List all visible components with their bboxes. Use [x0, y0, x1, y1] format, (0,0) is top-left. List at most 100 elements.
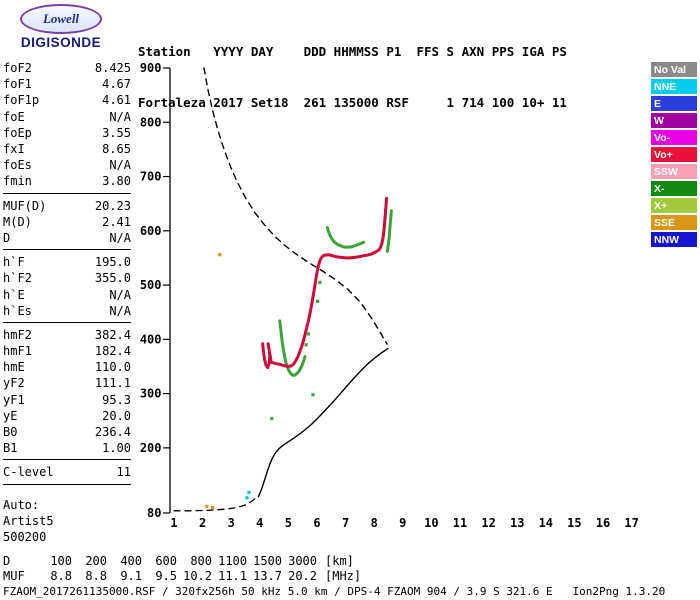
param-value: 4.61 [102, 93, 131, 108]
param-row-hmf2: hmF2 382.4 [3, 327, 131, 343]
o-mode-trace [261, 196, 388, 370]
param-value: 1.00 [102, 441, 131, 456]
dmuf-value: 600 [155, 553, 177, 568]
sse-specks [218, 253, 222, 257]
param-value: 3.55 [102, 125, 131, 140]
param-row-c-level: C-level 11 [3, 464, 131, 480]
param-value: 3.80 [102, 174, 131, 189]
param-row-b0: B0 236.4 [3, 424, 131, 440]
param-row-h-e: h`E N/A [3, 286, 131, 302]
param-label: M(D) [3, 214, 32, 229]
info-line-artist5: Artist5 [3, 513, 54, 528]
x-mode-specks [315, 299, 320, 303]
param-row-fmin: fmin 3.80 [3, 173, 131, 189]
param-value: 111.1 [94, 376, 131, 391]
dmuf-row-muf: MUF 8.8 8.8 9.1 9.5 10.2 11.1 13.7 20.2 [MHz] [3, 568, 361, 583]
dmuf-value: 8.8 [50, 568, 72, 583]
y-axis-label: 900 [140, 61, 162, 75]
param-label: D [3, 230, 11, 245]
x-axis-label: 9 [399, 516, 406, 530]
param-label: foEs [3, 158, 32, 173]
param-label: yF1 [3, 392, 25, 407]
param-label: foEp [3, 125, 32, 140]
nne-specks [247, 490, 251, 494]
x-axis-label: 13 [510, 516, 524, 530]
x-axis-label: 3 [228, 516, 235, 530]
param-row-yf1: yF1 95.3 [3, 392, 131, 408]
param-label: MUF(D) [3, 198, 47, 213]
dmuf-table: D 100 200 400 600 800 1100 1500 3000 [km] MUF 8.8 8.… [3, 553, 361, 583]
param-label: hmF1 [3, 344, 32, 359]
x-axis-label: 11 [453, 516, 467, 530]
legend-item-no-val: No Val [651, 62, 697, 77]
y-axis-label: 400 [140, 332, 162, 346]
x-mode-specks [306, 332, 311, 336]
nne-specks [245, 496, 249, 500]
dmuf-value: 11.1 [218, 568, 247, 583]
param-row-hmf1: hmF1 182.4 [3, 343, 131, 359]
param-value: N/A [109, 303, 131, 318]
dmuf-value: 1100 [218, 553, 247, 568]
legend-item-e: E [651, 96, 697, 111]
param-row-h-f: h`F 195.0 [3, 254, 131, 270]
param-row-fof2: foF2 8.425 [3, 60, 131, 76]
dmuf-value: 1500 [253, 553, 282, 568]
dmuf-unit: [km] [325, 553, 354, 568]
muf-transmission-curve [203, 67, 388, 345]
param-label: h`E [3, 287, 25, 302]
param-value: 8.425 [94, 61, 131, 76]
legend-item-nnw: NNW [651, 232, 697, 247]
header-line2: Fortaleza 2017 Set18 261 135000 RSF 1 71… [138, 95, 567, 110]
autoscaling-info: Auto: Artist5 500200 [3, 497, 131, 546]
dmuf-row-label: MUF [3, 568, 25, 583]
y-axis-label: 200 [140, 441, 162, 455]
param-value: 2.41 [102, 214, 131, 229]
header-line1: Station YYYY DAY DDD HHMMSS P1 FFS S AXN… [138, 44, 567, 59]
param-value: 11 [116, 465, 131, 480]
param-label: h`Es [3, 303, 32, 318]
param-label: fxI [3, 142, 25, 157]
param-label: h`F2 [3, 271, 32, 286]
dmuf-value: 20.2 [288, 568, 317, 583]
x-axis-label: 10 [424, 516, 438, 530]
x-axis-label: 2 [199, 516, 206, 530]
dmuf-value: 100 [50, 553, 72, 568]
param-row-fof1: foF1 4.67 [3, 76, 131, 92]
info-line-auto: Auto: [3, 497, 40, 512]
legend-item-vo: Vo- [651, 130, 697, 145]
dmuf-value: 10.2 [183, 568, 212, 583]
param-value: 110.0 [94, 360, 131, 375]
info-line-500200: 500200 [3, 529, 47, 544]
x-mode-specks [304, 343, 308, 347]
param-label: B1 [3, 441, 18, 456]
x-axis-label: 8 [371, 516, 378, 530]
param-row-foep: foEp 3.55 [3, 125, 131, 141]
param-value: 20.23 [94, 198, 131, 213]
param-row-ye: yE 20.0 [3, 408, 131, 424]
y-axis-label: 80 [147, 506, 161, 520]
separator [3, 459, 131, 461]
dmuf-value: 400 [120, 553, 142, 568]
legend-item-x+: X+ [651, 198, 697, 213]
param-label: h`F [3, 255, 25, 270]
separator [3, 321, 131, 323]
dmuf-value: 9.5 [155, 568, 177, 583]
param-row-m-d: M(D) 2.41 [3, 214, 131, 230]
dmuf-row-label: D [3, 553, 11, 568]
param-value: 236.4 [94, 425, 131, 440]
dmuf-value: 13.7 [253, 568, 282, 583]
param-value: 8.65 [102, 142, 131, 157]
param-label: B0 [3, 425, 18, 440]
param-row-yf2: yF2 111.1 [3, 375, 131, 391]
sse-specks [211, 505, 215, 510]
param-row-h-f2: h`F2 355.0 [3, 270, 131, 286]
y-axis-label: 500 [140, 278, 162, 292]
param-row-hme: hmE 110.0 [3, 359, 131, 375]
direction-legend: No Val NNE E W Vo- Vo+ SSW X- X+ SSE NNW [651, 62, 697, 249]
param-label: foE [3, 109, 25, 124]
dmuf-row-d: D 100 200 400 600 800 1100 1500 3000 [km] [3, 553, 361, 568]
footer-text: FZAOM_2017261135000.RSF / 320fx256h 50 k… [3, 585, 666, 598]
y-axis-label: 600 [140, 224, 162, 238]
dmuf-unit: [MHz] [325, 568, 362, 583]
param-row-fxi: fxI 8.65 [3, 141, 131, 157]
